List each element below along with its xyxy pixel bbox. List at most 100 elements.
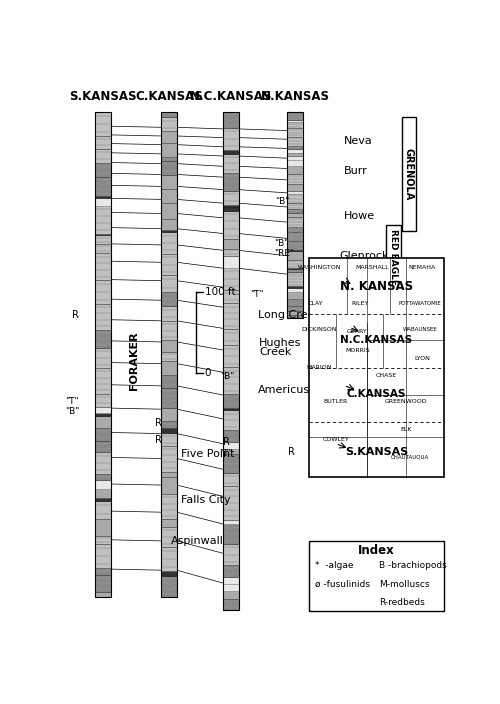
Bar xyxy=(287,292,303,299)
Bar xyxy=(224,591,239,598)
Bar xyxy=(224,289,239,303)
Text: "T": "T" xyxy=(66,397,79,406)
Text: DICKINSON: DICKINSON xyxy=(302,327,337,332)
Bar xyxy=(386,225,401,288)
Bar xyxy=(162,576,177,597)
Bar xyxy=(162,375,177,389)
Text: R-redbeds: R-redbeds xyxy=(379,598,425,607)
Bar xyxy=(287,286,303,288)
Bar xyxy=(402,117,416,231)
Bar xyxy=(162,131,177,143)
Bar xyxy=(162,275,177,292)
Bar xyxy=(96,112,111,136)
Bar xyxy=(287,260,303,268)
Bar xyxy=(287,311,303,315)
Bar xyxy=(287,161,303,165)
Bar xyxy=(96,441,111,452)
Bar xyxy=(96,498,111,501)
Bar xyxy=(96,479,111,489)
Bar xyxy=(224,473,239,486)
Text: Howe: Howe xyxy=(344,210,374,220)
Bar xyxy=(224,173,239,191)
Bar xyxy=(96,406,111,413)
Text: ELK: ELK xyxy=(400,427,412,432)
Text: "B": "B" xyxy=(275,196,289,206)
Text: CHAUTAUQUA: CHAUTAUQUA xyxy=(391,455,430,460)
Bar xyxy=(162,143,177,156)
Bar xyxy=(96,575,111,592)
Bar xyxy=(162,117,177,131)
Text: Creek: Creek xyxy=(259,347,292,357)
Text: N. KANSAS: N. KANSAS xyxy=(340,280,413,293)
Bar xyxy=(96,567,111,575)
Bar xyxy=(224,303,239,329)
Text: CLAY: CLAY xyxy=(308,301,323,306)
Text: MORRIS: MORRIS xyxy=(345,348,370,353)
Bar xyxy=(224,520,239,524)
Text: 0: 0 xyxy=(204,368,211,378)
Bar xyxy=(287,315,303,318)
Text: Index: Index xyxy=(358,543,395,557)
Text: Americus: Americus xyxy=(258,384,310,395)
Text: FORAKER: FORAKER xyxy=(129,332,139,390)
Bar xyxy=(224,430,239,442)
Bar xyxy=(287,270,303,272)
Bar xyxy=(287,232,303,241)
Bar xyxy=(162,389,177,408)
Bar xyxy=(162,156,177,161)
Bar xyxy=(162,472,177,477)
Text: S.KANSAS: S.KANSAS xyxy=(70,90,137,103)
Text: N.C.KANSAS: N.C.KANSAS xyxy=(190,90,272,103)
Bar xyxy=(96,329,111,348)
Text: MARSHALL: MARSHALL xyxy=(356,265,389,270)
Text: WASHINGTON: WASHINGTON xyxy=(298,265,341,270)
Text: Long Creek: Long Creek xyxy=(258,310,321,320)
Bar xyxy=(162,112,177,597)
Bar xyxy=(96,112,111,597)
Bar xyxy=(162,428,177,433)
Bar xyxy=(224,112,239,610)
Bar xyxy=(224,408,239,410)
Bar xyxy=(224,329,239,345)
Text: M-molluscs: M-molluscs xyxy=(379,580,430,589)
Bar xyxy=(224,256,239,268)
Bar xyxy=(96,368,111,394)
Text: "B": "B" xyxy=(66,407,80,416)
Text: R: R xyxy=(288,447,295,457)
Bar xyxy=(96,543,111,567)
Bar xyxy=(287,306,303,311)
Bar xyxy=(162,219,177,230)
Bar xyxy=(96,253,111,280)
Text: *  -algae: * -algae xyxy=(316,561,354,570)
Bar xyxy=(224,565,239,577)
Bar xyxy=(162,292,177,306)
Bar xyxy=(287,191,303,194)
Text: R: R xyxy=(156,434,162,444)
Bar xyxy=(162,341,177,353)
Bar xyxy=(224,112,239,127)
Bar xyxy=(224,544,239,565)
Text: ø -fusulinids: ø -fusulinids xyxy=(316,580,370,589)
Text: Glenrock: Glenrock xyxy=(340,251,389,261)
Text: B -brachiopods: B -brachiopods xyxy=(379,561,447,570)
Bar xyxy=(287,203,303,209)
Text: N.C.KANSAS: N.C.KANSAS xyxy=(340,335,412,345)
Bar xyxy=(96,428,111,441)
Bar xyxy=(287,146,303,149)
Text: "RE": "RE" xyxy=(274,249,294,258)
Bar xyxy=(162,203,177,219)
Text: 100 ft.: 100 ft. xyxy=(204,287,238,296)
Bar xyxy=(287,194,303,203)
Bar xyxy=(96,592,111,597)
Text: Aspinwall: Aspinwall xyxy=(171,536,224,546)
Bar xyxy=(96,136,111,149)
Bar xyxy=(162,408,177,420)
Text: MARION: MARION xyxy=(306,365,332,370)
Bar xyxy=(224,584,239,591)
Bar xyxy=(96,413,111,415)
Bar xyxy=(162,189,177,203)
Text: COWLEY: COWLEY xyxy=(322,436,349,441)
Text: Falls City: Falls City xyxy=(180,495,230,505)
Bar xyxy=(287,268,303,270)
Bar xyxy=(96,244,111,253)
